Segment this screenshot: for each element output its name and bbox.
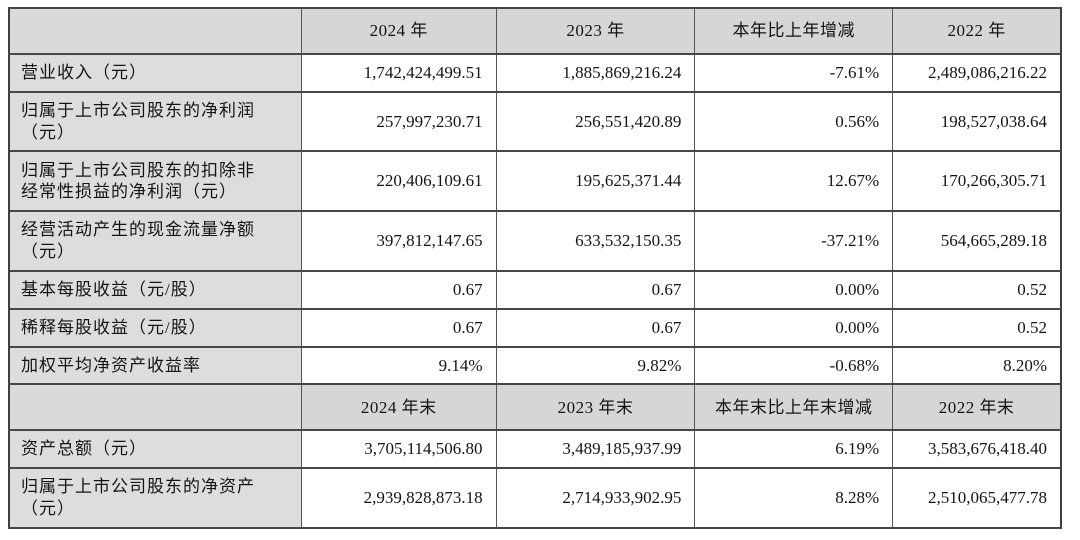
row-label: 稀释每股收益（元/股） bbox=[8, 307, 302, 348]
header-year-end-change: 本年末比上年末增减 bbox=[694, 383, 894, 432]
row-label: 归属于上市公司股东的净资产 （元） bbox=[8, 467, 302, 529]
value-cell: 1,885,869,216.24 bbox=[495, 52, 696, 93]
value-cell: 0.67 bbox=[300, 269, 497, 310]
table-row-net-assets: 归属于上市公司股东的净资产 （元） 2,939,828,873.18 2,714… bbox=[8, 467, 1062, 529]
value-cell: 257,997,230.71 bbox=[300, 90, 497, 153]
row-label: 加权平均净资产收益率 bbox=[8, 345, 302, 386]
value-cell: 0.52 bbox=[892, 269, 1062, 310]
value-cell: 170,266,305.71 bbox=[892, 150, 1062, 213]
value-cell: 198,527,038.64 bbox=[892, 90, 1062, 153]
value-cell: 633,532,150.35 bbox=[495, 210, 696, 272]
value-cell: 397,812,147.65 bbox=[300, 210, 497, 272]
table-row-net-profit-excl-nonrecurring: 归属于上市公司股东的扣除非 经常性损益的净利润（元） 220,406,109.6… bbox=[8, 150, 1062, 213]
header-2023: 2023 年 bbox=[495, 7, 696, 55]
table-row-revenue: 营业收入（元） 1,742,424,499.51 1,885,869,216.2… bbox=[8, 52, 1062, 93]
value-cell: 9.14% bbox=[300, 345, 497, 386]
row-label: 归属于上市公司股东的净利润 （元） bbox=[8, 90, 302, 153]
key-financial-data-table: 2024 年 2023 年 本年比上年增减 2022 年 营业收入（元） 1,7… bbox=[8, 7, 1062, 529]
annual-header-row: 2024 年 2023 年 本年比上年增减 2022 年 bbox=[8, 7, 1062, 55]
value-cell: 256,551,420.89 bbox=[495, 90, 696, 153]
row-label: 归属于上市公司股东的扣除非 经常性损益的净利润（元） bbox=[8, 150, 302, 213]
header-yoy-change: 本年比上年增减 bbox=[694, 7, 894, 55]
table-row-operating-cash-flow: 经营活动产生的现金流量净额 （元） 397,812,147.65 633,532… bbox=[8, 210, 1062, 272]
row-label: 营业收入（元） bbox=[8, 52, 302, 93]
year-end-header-row: 2024 年末 2023 年末 本年末比上年末增减 2022 年末 bbox=[8, 383, 1062, 432]
value-cell: 3,705,114,506.80 bbox=[300, 429, 497, 470]
corner-cell bbox=[8, 383, 302, 432]
value-cell: 2,939,828,873.18 bbox=[300, 467, 497, 529]
table-row-weighted-avg-roe: 加权平均净资产收益率 9.14% 9.82% -0.68% 8.20% bbox=[8, 345, 1062, 386]
value-cell: 564,665,289.18 bbox=[892, 210, 1062, 272]
table-row-diluted-eps: 稀释每股收益（元/股） 0.67 0.67 0.00% 0.52 bbox=[8, 307, 1062, 348]
value-cell: -7.61% bbox=[694, 52, 894, 93]
row-label: 基本每股收益（元/股） bbox=[8, 269, 302, 310]
value-cell: 0.00% bbox=[694, 269, 894, 310]
corner-cell bbox=[8, 7, 302, 55]
value-cell: 195,625,371.44 bbox=[495, 150, 696, 213]
value-cell: 2,489,086,216.22 bbox=[892, 52, 1062, 93]
value-cell: 0.00% bbox=[694, 307, 894, 348]
header-2022: 2022 年 bbox=[892, 7, 1062, 55]
row-label: 资产总额（元） bbox=[8, 429, 302, 470]
value-cell: 3,583,676,418.40 bbox=[892, 429, 1062, 470]
value-cell: 0.67 bbox=[495, 307, 696, 348]
value-cell: 220,406,109.61 bbox=[300, 150, 497, 213]
value-cell: 12.67% bbox=[694, 150, 894, 213]
value-cell: -0.68% bbox=[694, 345, 894, 386]
value-cell: 2,510,065,477.78 bbox=[892, 467, 1062, 529]
value-cell: 1,742,424,499.51 bbox=[300, 52, 497, 93]
value-cell: 0.67 bbox=[300, 307, 497, 348]
value-cell: 9.82% bbox=[495, 345, 696, 386]
value-cell: 3,489,185,937.99 bbox=[495, 429, 696, 470]
header-2024: 2024 年 bbox=[300, 7, 497, 55]
value-cell: 8.28% bbox=[694, 467, 894, 529]
value-cell: 8.20% bbox=[892, 345, 1062, 386]
value-cell: 0.56% bbox=[694, 90, 894, 153]
table-row-net-profit: 归属于上市公司股东的净利润 （元） 257,997,230.71 256,551… bbox=[8, 90, 1062, 153]
value-cell: 0.67 bbox=[495, 269, 696, 310]
value-cell: -37.21% bbox=[694, 210, 894, 272]
header-2024-year-end: 2024 年末 bbox=[300, 383, 497, 432]
header-2023-year-end: 2023 年末 bbox=[495, 383, 696, 432]
row-label: 经营活动产生的现金流量净额 （元） bbox=[8, 210, 302, 272]
table-row-basic-eps: 基本每股收益（元/股） 0.67 0.67 0.00% 0.52 bbox=[8, 269, 1062, 310]
table-row-total-assets: 资产总额（元） 3,705,114,506.80 3,489,185,937.9… bbox=[8, 429, 1062, 470]
value-cell: 2,714,933,902.95 bbox=[495, 467, 696, 529]
header-2022-year-end: 2022 年末 bbox=[892, 383, 1062, 432]
value-cell: 0.52 bbox=[892, 307, 1062, 348]
value-cell: 6.19% bbox=[694, 429, 894, 470]
